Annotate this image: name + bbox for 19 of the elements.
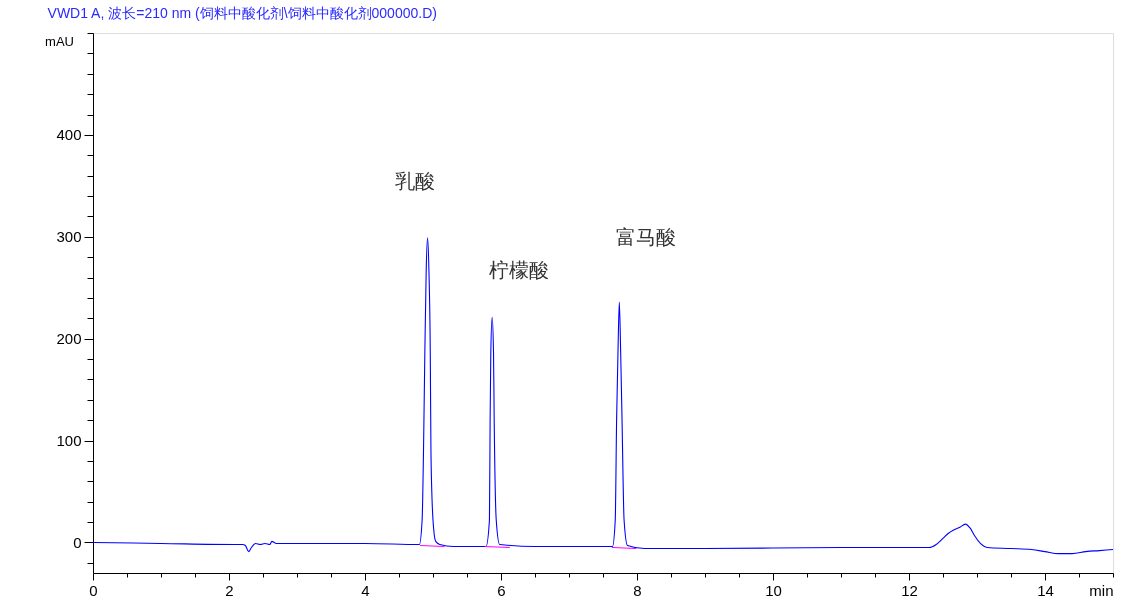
y-axis-title: mAU xyxy=(45,33,74,49)
x-tick-label: 0 xyxy=(89,581,98,599)
y-tick-label: 0 xyxy=(73,533,82,551)
x-axis-title: min xyxy=(1089,581,1114,599)
x-tick-label: 14 xyxy=(1037,581,1054,599)
x-tick-label: 8 xyxy=(633,581,642,599)
x-tick-label: 2 xyxy=(225,581,234,599)
annotation: 富马酸 xyxy=(616,225,677,248)
y-tick-label: 400 xyxy=(56,126,82,144)
y-tick-label: 100 xyxy=(56,432,82,450)
y-tick-label: 200 xyxy=(56,330,82,348)
annotation: 柠檬酸 xyxy=(489,259,550,282)
y-tick-label: 300 xyxy=(56,228,82,246)
x-tick-label: 10 xyxy=(765,581,782,599)
x-tick-label: 12 xyxy=(901,581,918,599)
chart-title: VWD1 A, 波长=210 nm (饲料中酸化剂\饲料中酸化剂000000.D) xyxy=(47,5,437,21)
x-tick-label: 6 xyxy=(497,581,506,599)
annotation: 乳酸 xyxy=(394,169,435,192)
x-tick-label: 4 xyxy=(361,581,370,599)
